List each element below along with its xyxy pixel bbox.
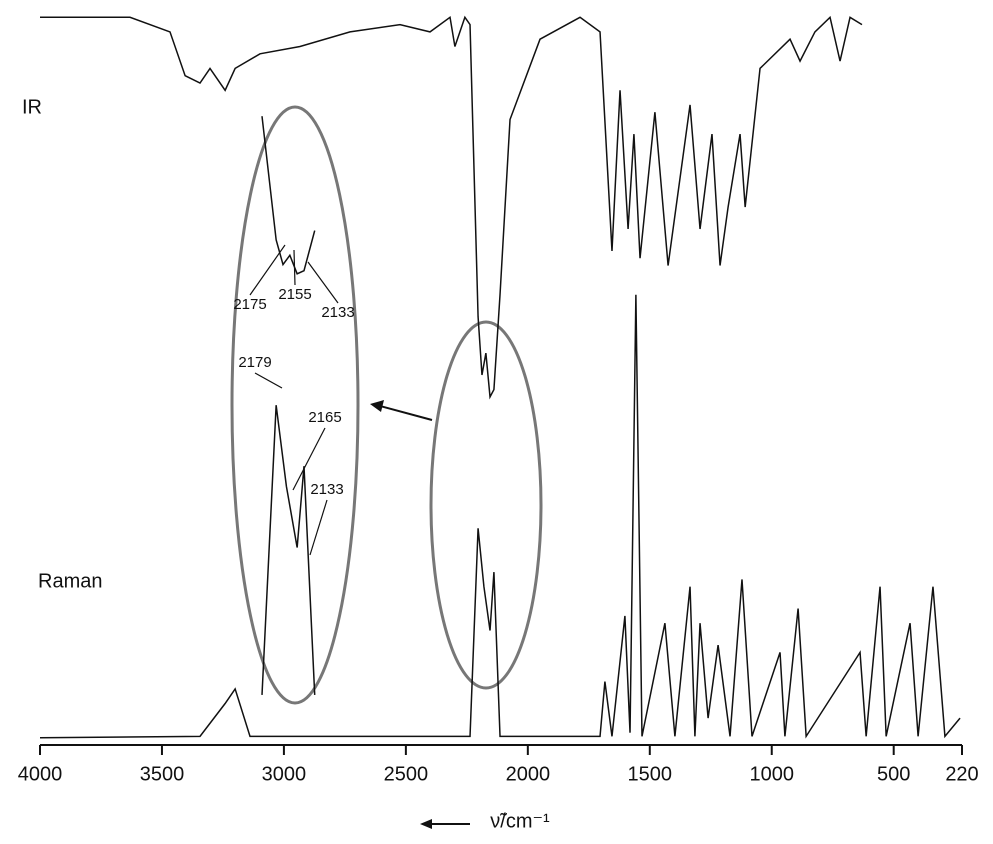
x-tick-label: 500 xyxy=(877,763,910,785)
spectrum-line xyxy=(40,15,863,400)
series-label: IR xyxy=(22,96,42,118)
x-tick-label: 3000 xyxy=(262,763,307,785)
inset-line xyxy=(261,405,316,695)
annotation-leader xyxy=(293,249,296,286)
zoom-ellipse xyxy=(429,320,543,690)
inset-line xyxy=(261,116,316,275)
zoom-arrow-head xyxy=(370,400,384,412)
spectrum-line xyxy=(39,294,961,739)
x-tick-label: 1000 xyxy=(749,763,794,785)
annotation: 2165 xyxy=(308,409,341,426)
x-tick-label: 1500 xyxy=(628,763,673,785)
annotation-leader xyxy=(309,499,328,556)
annotation: 2179 xyxy=(238,354,271,371)
annotation: 2175 xyxy=(233,296,266,313)
x-tick-label: 220 xyxy=(945,763,978,785)
x-tick-label: 2000 xyxy=(506,763,551,785)
x-axis-label: ν̃/cm⁻¹ xyxy=(490,810,550,832)
x-tick-label: 2500 xyxy=(384,763,429,785)
annotation-leader xyxy=(249,244,286,296)
series-label: Raman xyxy=(38,570,102,592)
annotation: 2133 xyxy=(310,481,343,498)
annotation-leader xyxy=(292,427,326,491)
x-tick-label: 3500 xyxy=(140,763,185,785)
annotation-leader xyxy=(307,261,339,304)
axis-arrow-head xyxy=(420,819,432,829)
x-tick-label: 4000 xyxy=(18,763,63,785)
annotation: 2155 xyxy=(278,286,311,303)
annotation: 2133 xyxy=(321,304,354,321)
zoom-arrow xyxy=(379,405,433,421)
annotation-leader xyxy=(254,372,283,389)
inset-ellipse xyxy=(230,105,360,705)
